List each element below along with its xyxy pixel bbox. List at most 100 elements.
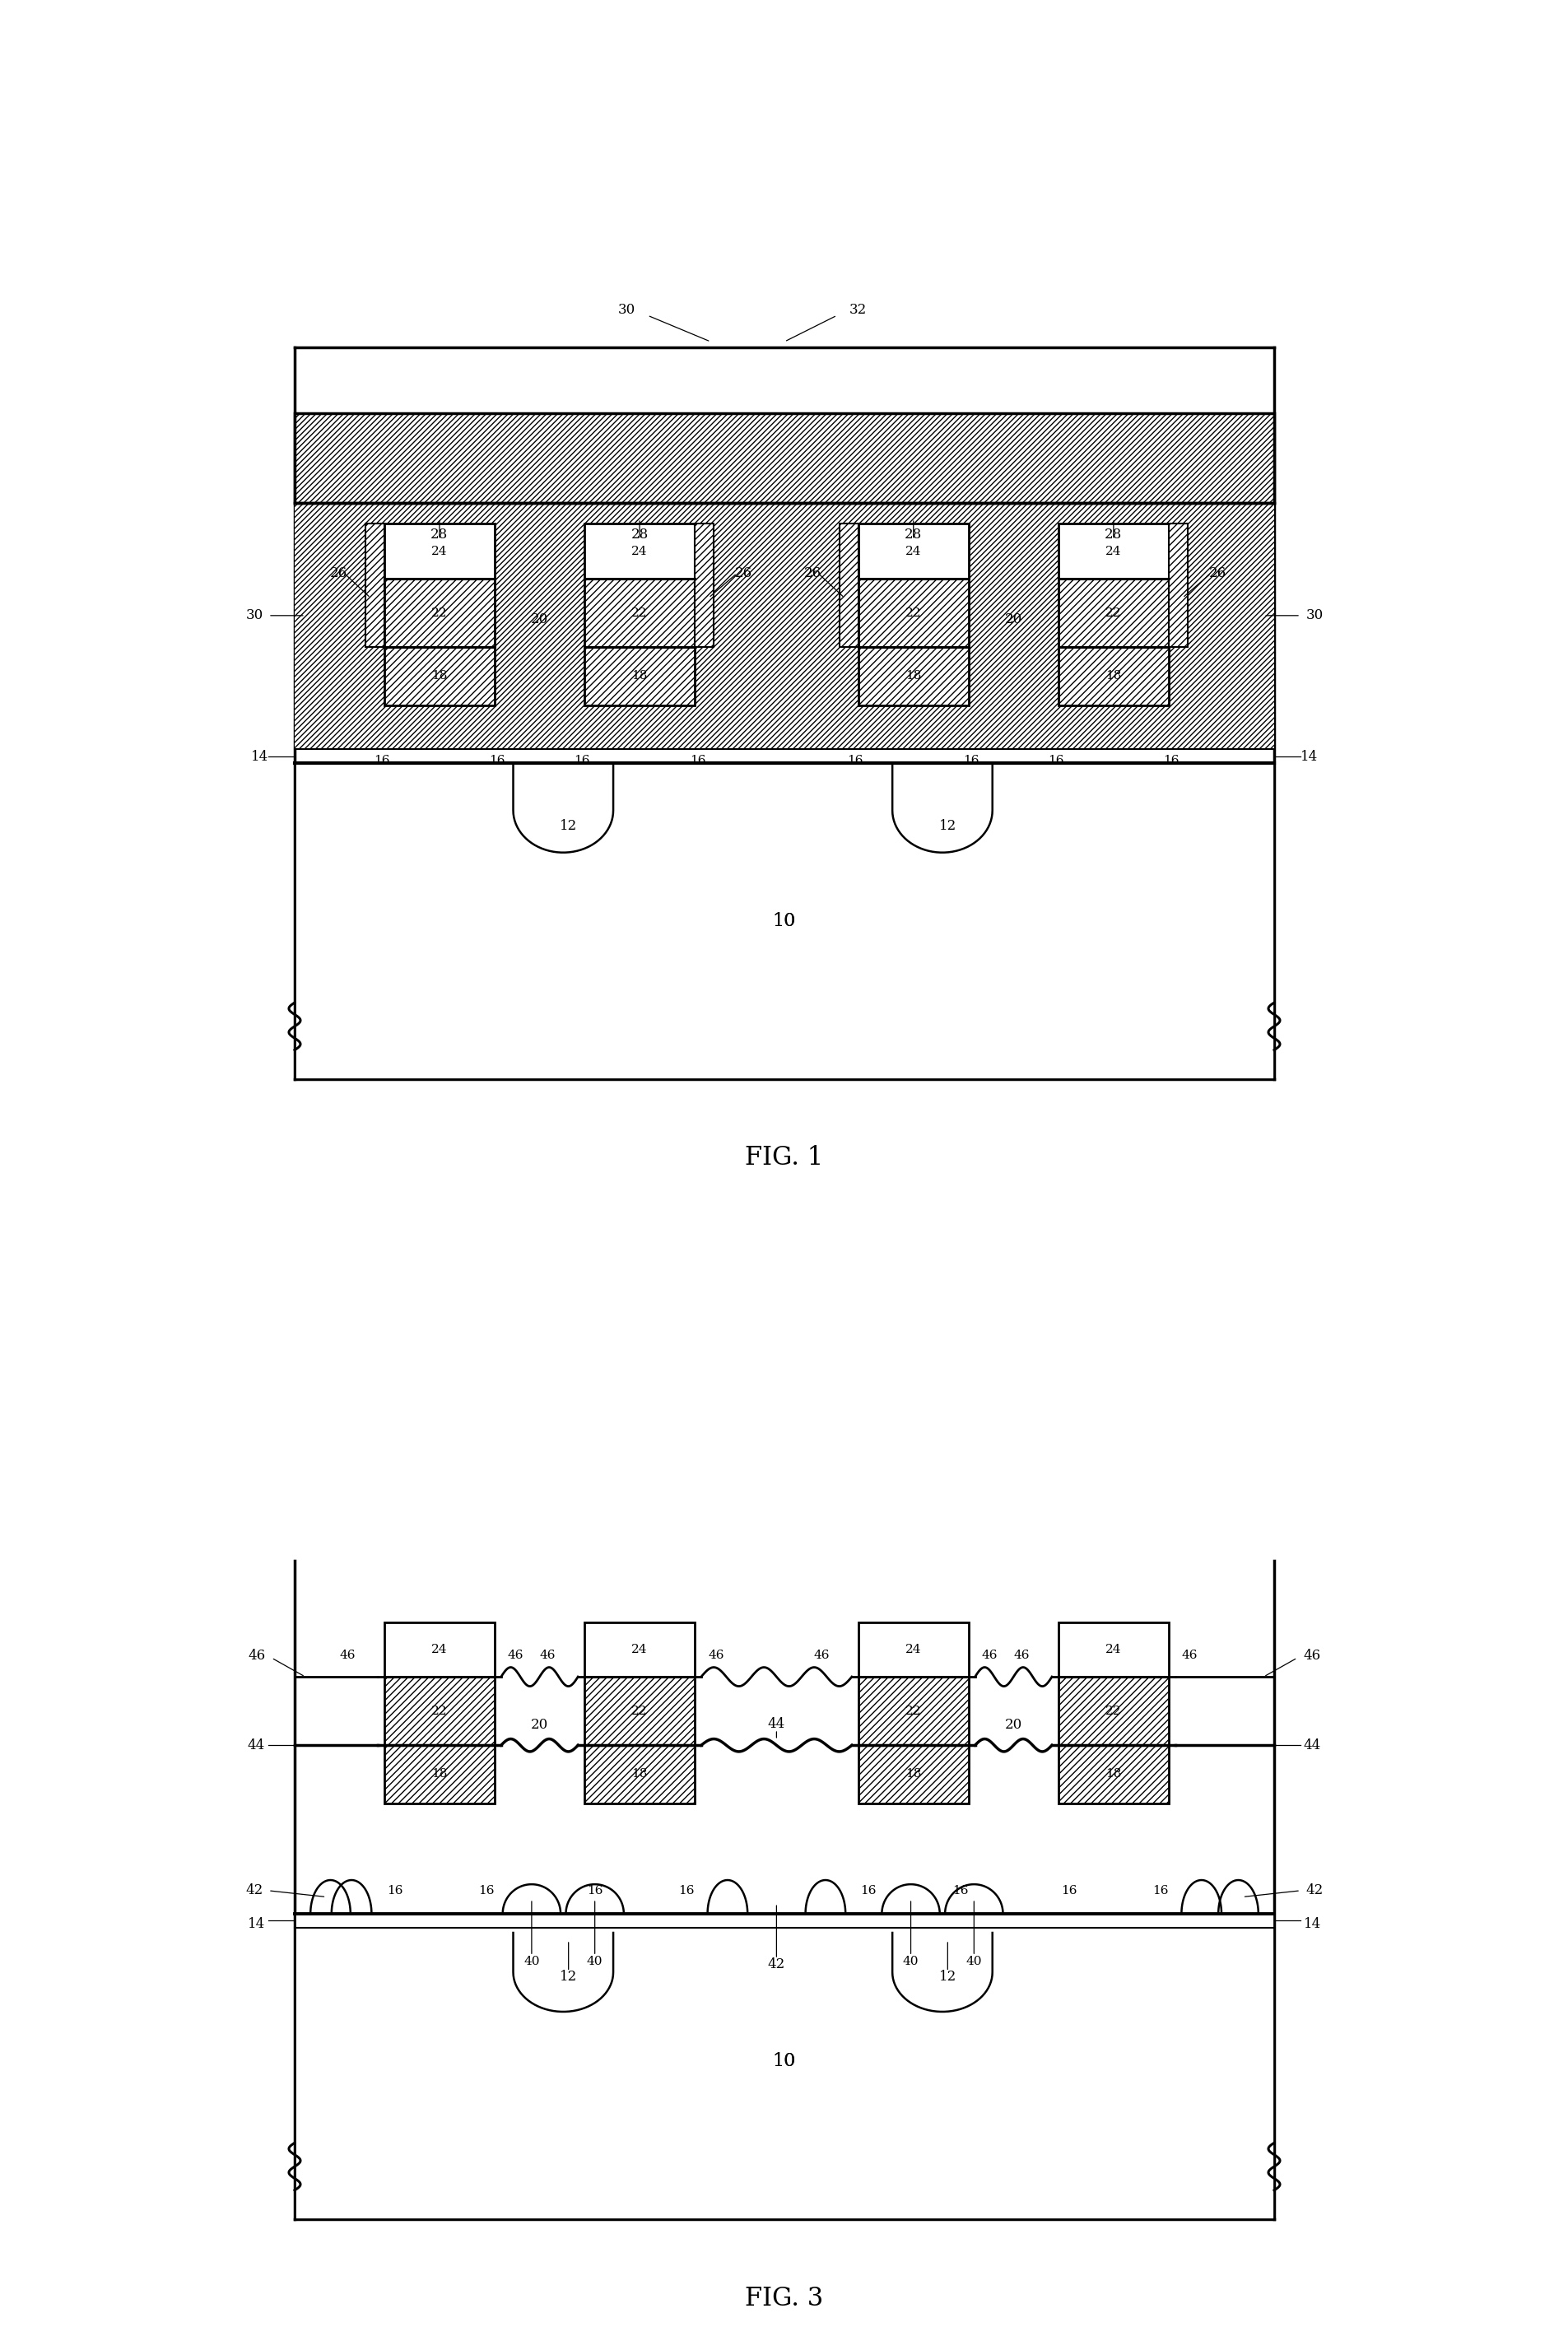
Text: 20: 20 (1004, 612, 1022, 626)
Polygon shape (892, 1934, 993, 2013)
Text: 16: 16 (952, 1885, 967, 1897)
Bar (858, 579, 967, 647)
Text: 24: 24 (905, 1643, 920, 1654)
Text: 40: 40 (524, 1955, 539, 1966)
Text: 46: 46 (812, 1650, 829, 1661)
Text: 20: 20 (1004, 1717, 1022, 1731)
Text: 16: 16 (1060, 1885, 1076, 1897)
Text: 22: 22 (632, 607, 648, 619)
Text: 18: 18 (632, 1769, 648, 1780)
Text: FIG. 1: FIG. 1 (745, 1145, 823, 1170)
Text: 16: 16 (861, 1885, 877, 1897)
Bar (1058, 1745, 1168, 1803)
Text: 44: 44 (1303, 1738, 1320, 1752)
Text: 16: 16 (1047, 756, 1063, 766)
Bar (1058, 647, 1168, 705)
Text: 16: 16 (586, 1885, 602, 1897)
Text: 10: 10 (773, 2052, 795, 2071)
Text: 18: 18 (905, 670, 920, 682)
Bar (1058, 1622, 1168, 1678)
Text: 22: 22 (905, 607, 920, 619)
Bar (365, 524, 384, 647)
Text: 28: 28 (630, 528, 648, 542)
Text: 12: 12 (560, 1971, 577, 1985)
Bar (583, 579, 695, 647)
Text: 16: 16 (677, 1885, 695, 1897)
Text: 40: 40 (586, 1955, 602, 1966)
Text: 26: 26 (329, 565, 348, 579)
Text: 26: 26 (734, 565, 751, 579)
Text: 26: 26 (1207, 565, 1225, 579)
Text: 46: 46 (707, 1650, 723, 1661)
Text: 18: 18 (431, 670, 447, 682)
Bar (583, 524, 695, 579)
Text: 18: 18 (1105, 1769, 1121, 1780)
Bar (583, 1745, 695, 1803)
Bar (858, 647, 967, 705)
Text: 10: 10 (773, 912, 795, 931)
Text: 22: 22 (632, 1706, 648, 1717)
Bar (858, 524, 967, 579)
Text: 46: 46 (1013, 1650, 1029, 1661)
Bar (839, 524, 858, 647)
Bar (583, 647, 695, 705)
Bar (858, 1622, 967, 1678)
Text: 16: 16 (489, 756, 505, 766)
Text: 30: 30 (618, 303, 635, 316)
Bar (384, 647, 494, 705)
Text: 24: 24 (632, 1643, 648, 1654)
Text: FIG. 3: FIG. 3 (745, 2285, 823, 2311)
Text: 16: 16 (373, 756, 389, 766)
Text: 22: 22 (1105, 607, 1121, 619)
Text: 26: 26 (804, 565, 822, 579)
Polygon shape (513, 1934, 613, 2013)
Text: 32: 32 (848, 303, 867, 316)
Text: 20: 20 (530, 1717, 547, 1731)
Text: 28: 28 (905, 528, 922, 542)
Text: 42: 42 (767, 1957, 786, 1971)
Text: 46: 46 (1181, 1650, 1198, 1661)
Bar (295, 503, 1273, 749)
Text: 46: 46 (508, 1650, 524, 1661)
Text: 30: 30 (246, 610, 263, 624)
Text: 12: 12 (938, 1971, 956, 1985)
Bar (858, 1678, 967, 1745)
Text: 22: 22 (1105, 1706, 1121, 1717)
Bar (384, 1622, 494, 1678)
Bar (384, 1745, 494, 1803)
Text: 22: 22 (431, 607, 447, 619)
Text: 22: 22 (905, 1706, 920, 1717)
Text: 12: 12 (938, 819, 956, 833)
Text: 16: 16 (688, 756, 706, 766)
Text: 24: 24 (632, 545, 648, 556)
Text: 40: 40 (902, 1955, 919, 1966)
Text: 16: 16 (963, 756, 978, 766)
Text: 46: 46 (248, 1650, 265, 1664)
Text: 42: 42 (246, 1883, 263, 1897)
Polygon shape (513, 763, 613, 852)
Text: 20: 20 (530, 612, 547, 626)
Text: 14: 14 (1300, 749, 1317, 763)
Text: 22: 22 (431, 1706, 447, 1717)
Text: 16: 16 (1163, 756, 1179, 766)
Text: 14: 14 (1303, 1917, 1320, 1931)
Bar (583, 1622, 695, 1678)
Bar (583, 1678, 695, 1745)
Text: 16: 16 (847, 756, 862, 766)
Text: 24: 24 (431, 1643, 447, 1654)
Bar (858, 1745, 967, 1803)
Text: 14: 14 (248, 1917, 265, 1931)
Bar (384, 524, 494, 579)
Text: 24: 24 (431, 545, 447, 556)
Text: 16: 16 (478, 1885, 494, 1897)
Bar (1168, 524, 1187, 647)
Text: 18: 18 (1105, 670, 1121, 682)
Text: 16: 16 (1152, 1885, 1168, 1897)
Text: 10: 10 (773, 2052, 795, 2071)
Text: 28: 28 (431, 528, 448, 542)
Text: 46: 46 (1303, 1650, 1320, 1664)
Text: 18: 18 (632, 670, 648, 682)
Text: 16: 16 (386, 1885, 403, 1897)
Text: 28: 28 (1104, 528, 1121, 542)
Text: 46: 46 (539, 1650, 555, 1661)
